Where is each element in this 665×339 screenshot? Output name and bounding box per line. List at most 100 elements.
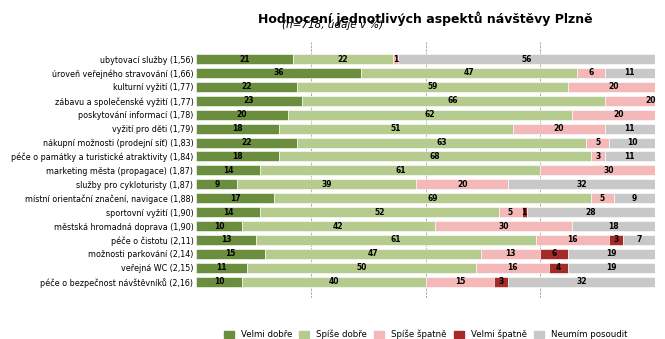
Bar	[196, 277, 242, 287]
Bar	[655, 165, 665, 175]
Bar	[577, 68, 604, 78]
Text: 56: 56	[521, 55, 532, 63]
Text: 19: 19	[606, 263, 616, 272]
Bar	[655, 110, 664, 120]
Bar	[522, 207, 527, 217]
Text: 47: 47	[368, 250, 378, 258]
Bar	[293, 54, 394, 64]
Text: 10: 10	[214, 221, 224, 231]
Bar	[196, 54, 293, 64]
Text: 6: 6	[588, 68, 593, 77]
Text: 18: 18	[608, 221, 619, 231]
Bar	[540, 249, 568, 259]
Text: 20: 20	[457, 180, 467, 189]
Text: 18: 18	[232, 152, 243, 161]
Text: 22: 22	[338, 55, 348, 63]
Bar	[196, 138, 297, 147]
Text: 30: 30	[604, 166, 614, 175]
Text: 30: 30	[498, 221, 509, 231]
Bar	[196, 96, 302, 106]
Bar	[274, 193, 591, 203]
Text: 10: 10	[214, 277, 224, 286]
Bar	[536, 235, 609, 245]
Bar	[586, 138, 609, 147]
Bar	[426, 277, 494, 287]
Text: 28: 28	[585, 207, 596, 217]
Text: 47: 47	[464, 68, 475, 77]
Text: 13: 13	[505, 250, 516, 258]
Text: 9: 9	[214, 180, 219, 189]
Bar	[513, 124, 604, 134]
Text: 11: 11	[624, 124, 635, 133]
Text: 1: 1	[393, 55, 398, 63]
Bar	[247, 263, 476, 273]
Bar	[609, 235, 623, 245]
Bar	[242, 277, 426, 287]
Text: 32: 32	[577, 180, 587, 189]
Bar	[196, 193, 274, 203]
Bar	[196, 235, 256, 245]
Title: Hodnocení jednotlivých aspektů návštěvy Plzně: Hodnocení jednotlivých aspektů návštěvy …	[258, 12, 593, 26]
Text: 22: 22	[241, 138, 252, 147]
Bar	[499, 207, 522, 217]
Bar	[435, 221, 573, 231]
Text: 20: 20	[237, 110, 247, 119]
Bar	[297, 82, 568, 92]
Bar	[196, 82, 297, 92]
Text: 20: 20	[553, 124, 564, 133]
Bar	[261, 207, 499, 217]
Bar	[196, 263, 247, 273]
Bar	[481, 249, 540, 259]
Text: 14: 14	[223, 207, 233, 217]
Text: 15: 15	[225, 250, 236, 258]
Bar	[508, 179, 655, 189]
Text: 10: 10	[627, 138, 637, 147]
Text: 22: 22	[241, 82, 252, 91]
Bar	[591, 152, 604, 161]
Text: 69: 69	[427, 194, 438, 203]
Bar	[265, 249, 481, 259]
Text: 15: 15	[455, 277, 465, 286]
Text: 36: 36	[273, 68, 284, 77]
Text: 42: 42	[333, 221, 344, 231]
Bar	[604, 124, 655, 134]
Text: 20: 20	[645, 96, 656, 105]
Text: 23: 23	[243, 96, 254, 105]
Bar	[568, 82, 660, 92]
Bar	[614, 193, 655, 203]
Text: 9: 9	[632, 194, 637, 203]
Text: 20: 20	[613, 110, 624, 119]
Bar	[279, 152, 591, 161]
Text: 5: 5	[595, 138, 600, 147]
Legend: Velmi dobře, Spíše dobře, Spíše špatně, Velmi špatně, Neumím posoudit: Velmi dobře, Spíše dobře, Spíše špatně, …	[220, 326, 631, 339]
Bar	[361, 68, 577, 78]
Bar	[527, 207, 655, 217]
Text: 66: 66	[448, 96, 458, 105]
Bar	[508, 277, 655, 287]
Bar	[394, 54, 398, 64]
Bar	[568, 249, 655, 259]
Text: 5: 5	[508, 207, 513, 217]
Text: 16: 16	[507, 263, 518, 272]
Bar	[623, 235, 655, 245]
Bar	[279, 124, 513, 134]
Text: 7: 7	[636, 235, 642, 244]
Text: 1: 1	[521, 207, 527, 217]
Text: 40: 40	[329, 277, 339, 286]
Text: 11: 11	[624, 68, 635, 77]
Bar	[196, 249, 265, 259]
Text: 39: 39	[322, 180, 332, 189]
Bar	[196, 179, 237, 189]
Text: 16: 16	[567, 235, 578, 244]
Text: 11: 11	[624, 152, 635, 161]
Bar	[256, 235, 536, 245]
Bar	[196, 165, 261, 175]
Text: 61: 61	[395, 166, 406, 175]
Bar	[655, 82, 660, 92]
Bar	[196, 110, 288, 120]
Text: 3: 3	[595, 152, 600, 161]
Bar	[196, 68, 361, 78]
Bar	[573, 110, 664, 120]
Text: 3: 3	[613, 235, 618, 244]
Text: 3: 3	[499, 277, 504, 286]
